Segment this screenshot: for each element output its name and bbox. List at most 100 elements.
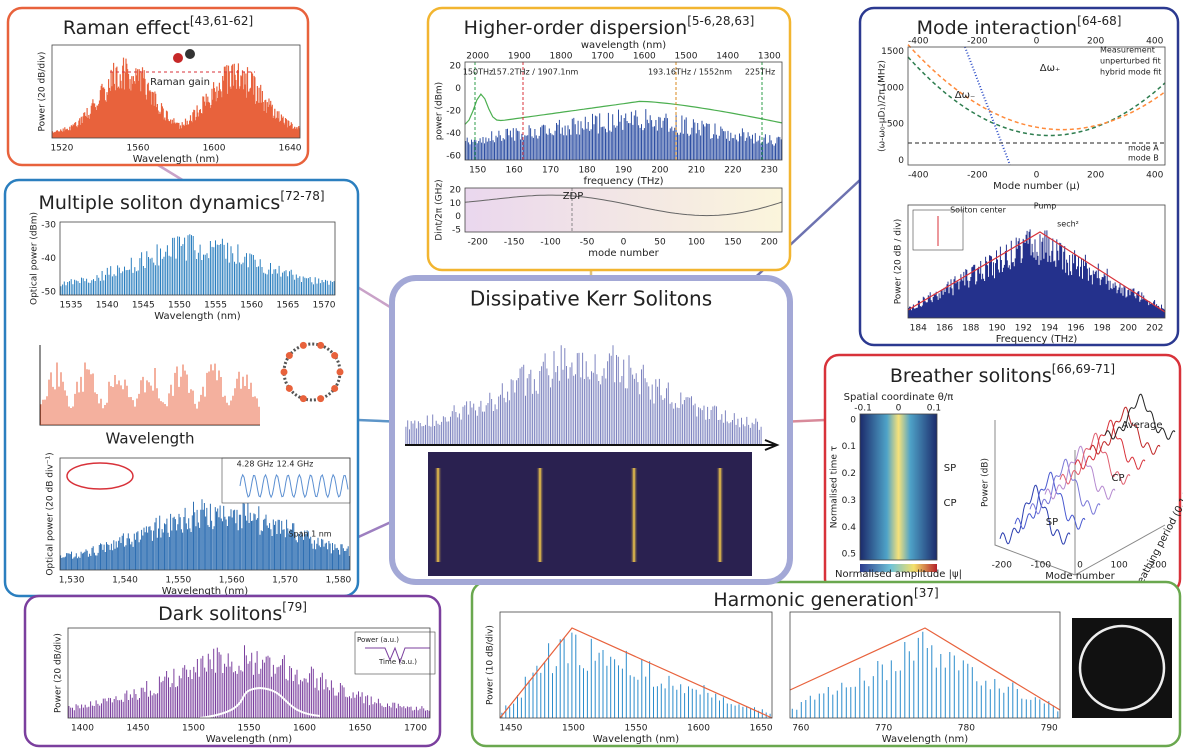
y-tick-label: -20 <box>446 107 461 117</box>
annotation: Raman gain <box>150 77 210 88</box>
x-axis-label: frequency (THz) <box>583 176 663 187</box>
x-axis-label: Wavelength (nm) <box>882 734 968 745</box>
molecule <box>173 53 183 63</box>
title-refs: [66,69-71] <box>1052 362 1115 376</box>
x-tick-label: 1450 <box>499 724 522 734</box>
x-tick-label: 1520 <box>50 144 73 154</box>
x-tick-label: 1560 <box>240 301 263 311</box>
annotation: 4.28 GHz <box>237 460 274 469</box>
x-tick-label: 1550 <box>238 724 261 734</box>
x-tick-label: 400 <box>1146 171 1163 181</box>
y-tick-label: 20 <box>450 61 462 71</box>
x-tick-label: 190 <box>615 166 632 176</box>
y-axis-label: Optical power (dBm) <box>30 212 40 305</box>
annotation: 150THz <box>463 68 493 77</box>
x-axis-label: Mode number <box>1045 571 1115 582</box>
soliton <box>317 395 324 402</box>
x2-tick-label: 1500 <box>675 52 698 62</box>
x-tick-label: 1650 <box>349 724 372 734</box>
x-tick-label: 1535 <box>60 301 83 311</box>
x-tick-label: 780 <box>958 724 975 734</box>
x-axis-label: Wavelength (nm) <box>206 734 292 745</box>
annotation: hybrid mode fit <box>1100 68 1161 77</box>
title-refs: [64-68] <box>1077 14 1121 28</box>
y-tick-label: -40 <box>446 129 461 139</box>
title-text: Higher-order dispersion <box>464 17 688 39</box>
x-tick-label: 0 <box>1077 561 1083 571</box>
annotation: Power (a.u.) <box>357 636 399 644</box>
x2-tick-label: 1800 <box>550 52 573 62</box>
x-axis-label: mode number <box>588 248 659 259</box>
x-tick-label: -100 <box>540 238 561 248</box>
title-text: Multiple soliton dynamics <box>38 192 280 214</box>
x-tick-label: 1640 <box>279 144 302 154</box>
soliton-trace <box>536 468 544 562</box>
y-tick-label: 0 <box>850 415 856 425</box>
x-tick-label: 188 <box>962 324 979 334</box>
title-refs: [37] <box>914 586 939 600</box>
x-tick-label: 180 <box>578 166 595 176</box>
molecule <box>185 49 195 59</box>
x2-tick-label: -0.1 <box>854 404 872 414</box>
x2-tick-label: 1700 <box>591 52 614 62</box>
image <box>1072 618 1172 718</box>
y-tick-label: 0.2 <box>842 469 856 479</box>
x-tick-label: 230 <box>761 166 778 176</box>
annotation: Soliton center <box>950 206 1007 215</box>
x-tick-label: 160 <box>506 166 523 176</box>
x2-tick-label: 2000 <box>466 52 489 62</box>
annotation: Average <box>1121 420 1162 431</box>
x-tick-label: 1700 <box>404 724 427 734</box>
x2-tick-label: 0.1 <box>927 404 941 414</box>
y-tick-label: 1500 <box>881 47 904 57</box>
annotation: 225THz <box>745 68 775 77</box>
y-tick-label: -50 <box>41 288 56 298</box>
x-tick-label: 200 <box>1087 171 1104 181</box>
y-axis-label: Power (20 dB/div) <box>38 52 48 132</box>
x2-tick-label: -400 <box>908 37 929 47</box>
annotation: SP <box>944 463 956 474</box>
x-tick-label: 0 <box>621 238 627 248</box>
soliton <box>317 342 324 349</box>
x-tick-label: 200 <box>651 166 668 176</box>
x-tick-label: 194 <box>1041 324 1058 334</box>
y-axis-label: Power (10 dB/div) <box>486 625 496 705</box>
y-tick-label: -30 <box>41 220 56 230</box>
x-tick-label: 1500 <box>182 724 205 734</box>
x2-tick-label: -200 <box>967 37 988 47</box>
title-text: Harmonic generation <box>713 589 914 611</box>
x-tick-label: 1,560 <box>219 576 245 586</box>
y-axis-label: Normalised time τ <box>830 446 840 528</box>
soliton-trace <box>630 468 638 562</box>
x-tick-label: 1550 <box>168 301 191 311</box>
title-text: Mode interaction <box>917 17 1078 39</box>
x-tick-label: 1565 <box>276 301 299 311</box>
annotation: SP <box>1046 517 1058 528</box>
y-tick-label: -60 <box>446 152 461 162</box>
x-tick-label: 198 <box>1094 324 1111 334</box>
x-tick-label: -200 <box>992 561 1013 571</box>
x-tick-label: 1,580 <box>326 576 352 586</box>
title-text: Raman effect <box>63 17 190 39</box>
x-axis-label: Frequency (THz) <box>996 334 1078 345</box>
x-tick-label: 100 <box>688 238 705 248</box>
title-text: Dark solitons <box>158 603 282 625</box>
x2-tick-label: 0 <box>1034 37 1040 47</box>
y-tick-label: 0.1 <box>842 442 856 452</box>
x-tick-label: 200 <box>761 238 778 248</box>
x-tick-label: 1450 <box>127 724 150 734</box>
x2-tick-label: 1400 <box>716 52 739 62</box>
y-axis-label: Optical power (20 dB div⁻¹) <box>46 452 56 575</box>
annotation: Measurement <box>1100 46 1155 55</box>
x2-axis-label: Spatial coordinate θ/π <box>844 392 954 403</box>
x-tick-label: 0 <box>1034 171 1040 181</box>
x-tick-label: 1545 <box>132 301 155 311</box>
annotation: unperturbed fit <box>1100 57 1161 66</box>
x-tick-label: -200 <box>467 238 488 248</box>
tint <box>465 188 782 232</box>
x-tick-label: 196 <box>1067 324 1084 334</box>
y-axis-label: Power (dB) <box>981 458 991 507</box>
y-tick-label: 500 <box>887 120 904 130</box>
x-tick-label: 186 <box>936 324 953 334</box>
annotation: Span 1 nm <box>288 530 331 539</box>
